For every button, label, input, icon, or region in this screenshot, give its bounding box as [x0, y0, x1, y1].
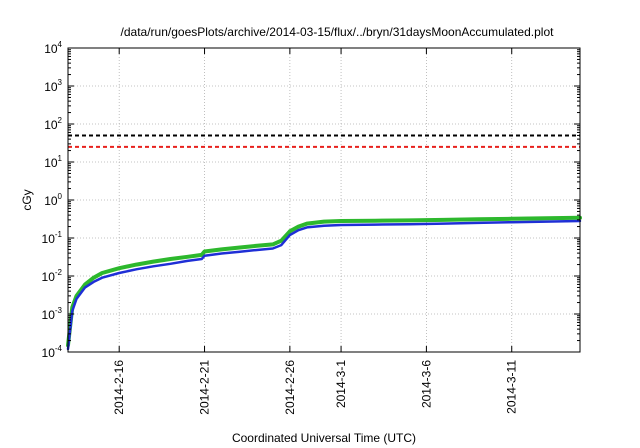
y-tick-base: 10 — [44, 194, 58, 208]
x-tick-label: 2014-2-16 — [112, 360, 126, 415]
y-tick-base: 10 — [44, 156, 58, 170]
x-tick-label: 2014-3-1 — [334, 360, 348, 408]
y-tick-base: 10 — [42, 270, 56, 284]
y-tick-label: 102 — [44, 116, 62, 132]
y-tick-exponent: 4 — [58, 40, 63, 49]
ticks — [68, 47, 580, 353]
y-tick-exponent: 0 — [58, 192, 63, 201]
series-line — [66, 215, 582, 348]
chart-title: /data/run/goesPlots/archive/2014-03-15/f… — [121, 25, 555, 39]
x-tick-label: 2014-2-21 — [198, 360, 212, 415]
x-tick-label: 2014-3-11 — [505, 360, 519, 414]
y-tick-label: 10-4 — [42, 344, 63, 360]
y-tick-exponent: -1 — [55, 230, 63, 239]
y-tick-label: 10-2 — [42, 268, 63, 284]
x-tick-labels: 2014-2-16 2014-2-21 2014-2-26 2014-3-1 2014-… — [112, 360, 519, 415]
y-tick-exponent: 1 — [58, 154, 63, 163]
y-tick-base: 10 — [42, 232, 56, 246]
x-tick-label: 2014-2-26 — [283, 360, 297, 415]
y-tick-exponent: -3 — [55, 306, 63, 315]
y-tick-label: 10-3 — [42, 306, 63, 322]
y-tick-label: 100 — [44, 192, 62, 208]
y-tick-label: 103 — [44, 78, 62, 94]
y-tick-label: 101 — [44, 154, 62, 170]
y-tick-base: 10 — [42, 346, 56, 360]
y-tick-label: 10-1 — [42, 230, 63, 246]
y-tick-base: 10 — [42, 308, 56, 322]
y-axis-label: cGy — [20, 189, 34, 210]
y-tick-label: 104 — [44, 40, 62, 56]
y-tick-base: 10 — [44, 118, 58, 132]
grid — [68, 48, 580, 352]
y-tick-exponent: -2 — [55, 268, 63, 277]
y-tick-base: 10 — [44, 80, 58, 94]
reference-lines — [68, 134, 580, 148]
y-tick-exponent: 2 — [58, 116, 63, 125]
y-tick-base: 10 — [44, 42, 58, 56]
x-tick-label: 2014-3-6 — [419, 360, 433, 408]
y-tick-exponent: 3 — [58, 78, 63, 87]
y-tick-exponent: -4 — [55, 344, 63, 353]
series-line — [66, 219, 582, 351]
x-axis-label: Coordinated Universal Time (UTC) — [232, 431, 416, 445]
series-layer — [66, 215, 582, 351]
